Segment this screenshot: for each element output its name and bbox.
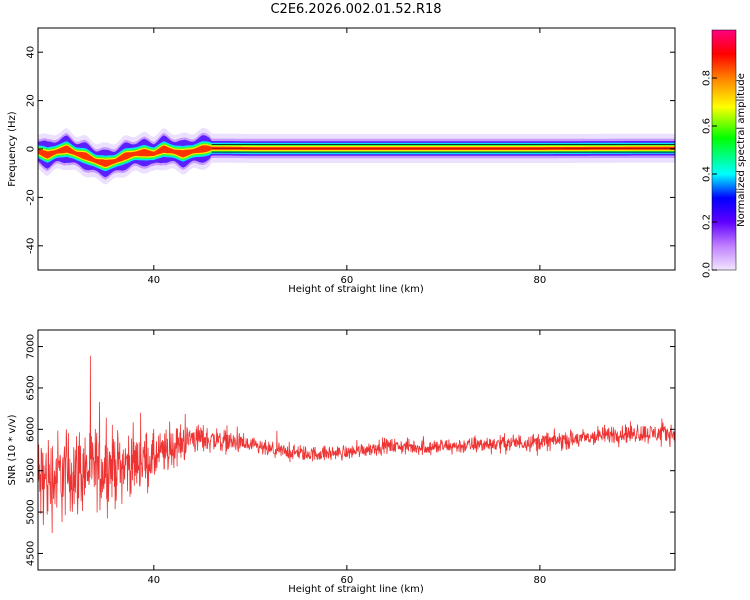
spectrogram-panel: 40 60 80 -40 -20 0 20 40 Height of straight lin… xyxy=(7,27,676,295)
chart-title: C2E6.2026.002.01.52.R18 xyxy=(270,2,442,17)
snr-ytick-label: 6000 xyxy=(26,417,37,442)
snr-series-line xyxy=(38,355,675,534)
colorbar-tick-label: 0.0 xyxy=(702,262,713,278)
snr-xtick-label: 60 xyxy=(340,575,353,586)
snr-xlabel: Height of straight line (km) xyxy=(288,584,424,595)
snr-ytick-label: 4500 xyxy=(26,541,37,566)
snr-ytick-label: 7000 xyxy=(26,334,37,359)
colorbar-tick-label: 0.8 xyxy=(702,70,713,86)
snr-ylabel: SNR (10 * v/v) xyxy=(7,414,18,485)
colorbar-tick-label: 0.6 xyxy=(702,118,713,134)
spectrogram-ytick-label: 0 xyxy=(26,146,37,152)
colorbar-tick-label: 0.2 xyxy=(702,214,713,230)
snr-ytick-label: 5000 xyxy=(26,499,37,524)
spectrogram-ylabel: Frequency (Hz) xyxy=(7,111,18,187)
colorbar-label: Normalized spectral amplitude xyxy=(736,73,747,227)
snr-xtick-label: 80 xyxy=(534,575,547,586)
snr-panel: 40 60 80 4500 5000 5500 6000 6500 7000 Height of… xyxy=(7,329,676,595)
spectrogram-ytick-label: 20 xyxy=(26,94,37,107)
snr-frame xyxy=(37,329,676,571)
spectrogram-xtick-label: 60 xyxy=(340,275,353,286)
spectrogram-ytick-label: -40 xyxy=(26,238,37,254)
spectrogram-ytick-label: 40 xyxy=(26,46,37,59)
spectrogram-xtick-label: 40 xyxy=(147,275,160,286)
colorbar-tick-label: 0.4 xyxy=(702,166,713,182)
spectrogram-xlabel: Height of straight line (km) xyxy=(288,284,424,295)
spectrogram-ridge-band xyxy=(38,145,675,168)
colorbar-gradient xyxy=(711,29,737,271)
snr-ytick-label: 6500 xyxy=(26,375,37,400)
snr-xtick-label: 40 xyxy=(147,575,160,586)
snr-ytick-label: 5500 xyxy=(26,458,37,483)
spectrogram-ytick-label: -20 xyxy=(26,189,37,205)
colorbar: 0.0 0.2 0.4 0.6 0.8 Normalized spectral ampl… xyxy=(702,29,747,278)
spectrogram-xtick-label: 80 xyxy=(534,275,547,286)
